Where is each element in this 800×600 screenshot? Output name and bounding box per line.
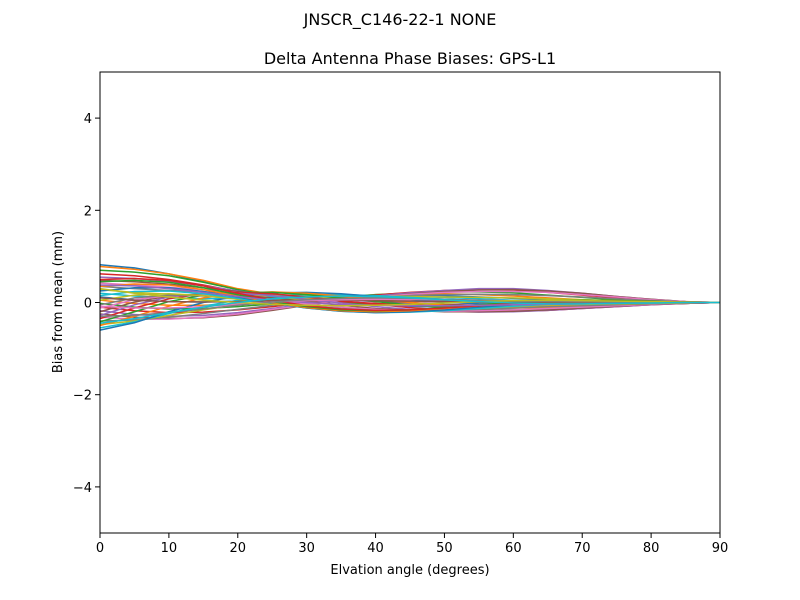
x-axis-ticks: 0 10 20 30 40 50 60 70 80 90 bbox=[96, 533, 728, 556]
y-tick-label: 2 bbox=[84, 204, 92, 219]
x-tick-label: 70 bbox=[574, 541, 591, 556]
chart-title: Delta Antenna Phase Biases: GPS-L1 bbox=[264, 49, 556, 68]
y-tick-label: 0 bbox=[84, 297, 92, 312]
x-tick-label: 80 bbox=[643, 541, 660, 556]
series-line bbox=[99, 287, 721, 307]
x-tick-label: 90 bbox=[712, 541, 729, 556]
y-axis-label: Bias from mean (mm) bbox=[51, 231, 66, 373]
series-lines bbox=[99, 263, 721, 331]
y-axis-ticks: −4 −2 0 2 4 bbox=[73, 112, 100, 496]
y-tick-label: 4 bbox=[84, 112, 92, 127]
figure-suptitle: JNSCR_C146-22-1 NONE bbox=[303, 10, 497, 29]
x-tick-label: 50 bbox=[436, 541, 453, 556]
series-line bbox=[99, 295, 720, 324]
y-tick-label: −4 bbox=[73, 481, 92, 496]
x-tick-label: 40 bbox=[367, 541, 384, 556]
series-line bbox=[99, 293, 721, 322]
x-tick-label: 30 bbox=[298, 541, 315, 556]
x-tick-label: 60 bbox=[505, 541, 522, 556]
x-axis-label: Elvation angle (degrees) bbox=[330, 563, 489, 578]
series-line bbox=[99, 290, 721, 320]
x-tick-label: 10 bbox=[161, 541, 178, 556]
x-tick-label: 20 bbox=[230, 541, 247, 556]
y-tick-label: −2 bbox=[73, 389, 92, 404]
x-tick-label: 0 bbox=[96, 541, 104, 556]
